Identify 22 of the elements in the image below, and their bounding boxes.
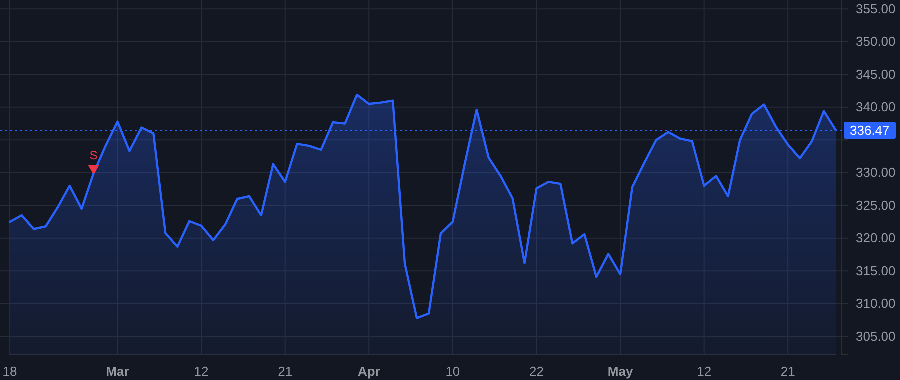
y-tick-label: 355.00 <box>856 1 896 16</box>
x-tick-label: 22 <box>529 364 544 380</box>
y-tick-label: 345.00 <box>856 66 896 82</box>
x-tick-label: 21 <box>278 364 293 380</box>
x-tick-label: 10 <box>446 364 460 380</box>
x-tick-label: Apr <box>358 364 380 380</box>
y-tick-label: 310.00 <box>856 296 896 312</box>
y-tick-label: 330.00 <box>856 165 896 180</box>
ref-line-label: 336.47 <box>850 123 890 138</box>
y-tick-label: 315.00 <box>856 263 896 278</box>
x-tick-label: 12 <box>697 364 712 380</box>
x-tick-label: 18 <box>2 364 18 380</box>
annotation: S <box>90 148 98 162</box>
x-tick-label: May <box>608 364 634 380</box>
x-tick-label: Mar <box>106 364 130 380</box>
x-tick-label: 12 <box>194 364 209 380</box>
y-tick-label: 320.00 <box>856 230 896 246</box>
y-tick-label: 325.00 <box>856 198 896 213</box>
y-tick-label: 305.00 <box>856 328 896 344</box>
y-tick-label: 340.00 <box>856 100 896 115</box>
x-tick-label: 21 <box>780 364 796 380</box>
y-tick-label: 350.00 <box>856 34 896 50</box>
